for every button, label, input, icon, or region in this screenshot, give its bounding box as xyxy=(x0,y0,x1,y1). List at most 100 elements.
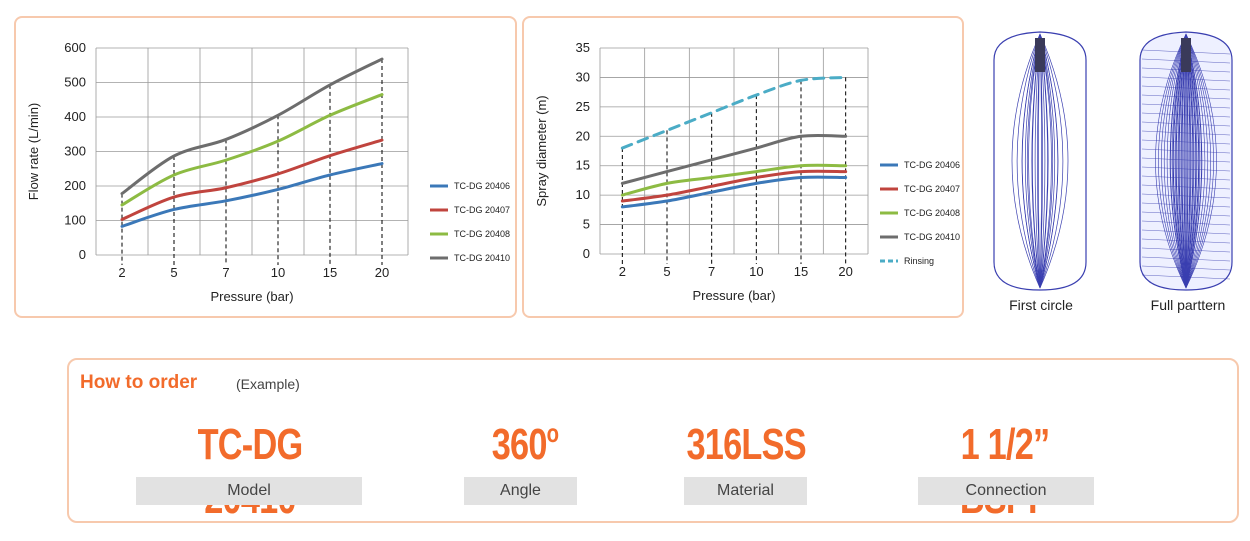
first-circle-pattern-image xyxy=(993,31,1087,291)
legend-label: TC-DG 20410 xyxy=(904,232,960,242)
spray-path xyxy=(1011,33,1041,289)
spray-path xyxy=(1141,166,1231,172)
spray-path xyxy=(1141,202,1231,208)
y-tick-label: 10 xyxy=(576,187,590,202)
series-line-tc-dg-20410 xyxy=(620,133,848,185)
series-line-tc-dg-20408 xyxy=(120,93,384,207)
spray-path xyxy=(1141,238,1231,244)
spray-path xyxy=(1141,265,1231,271)
y-axis-title: Spray diameter (m) xyxy=(534,95,549,206)
legend-label: TC-DG 20408 xyxy=(454,229,510,239)
spray-path xyxy=(1141,211,1231,217)
how-to-order-subtitle: (Example) xyxy=(236,376,300,392)
legend-label: TC-DG 20408 xyxy=(904,208,960,218)
legend-label: TC-DG 20406 xyxy=(454,181,510,191)
spray-path xyxy=(1141,229,1231,235)
angle-number: 360 xyxy=(491,420,548,469)
nozzle-icon xyxy=(1181,38,1191,72)
spray-path xyxy=(1141,76,1231,82)
x-tick-label: 10 xyxy=(749,264,763,279)
material-value: 316LSS xyxy=(686,420,807,469)
spray-path xyxy=(1171,33,1187,289)
legend-label: TC-DG 20407 xyxy=(454,205,510,215)
x-tick-label: 15 xyxy=(323,265,337,280)
tank-outline xyxy=(1139,31,1233,291)
flow-rate-chart-panel: 0 100 200 300 400 500 600 2 5 7 10 15 20 Pressure (ba… xyxy=(14,16,517,318)
how-to-order-title: How to order xyxy=(80,372,198,393)
series-line-rinsing xyxy=(620,75,848,150)
spray-path xyxy=(1039,33,1056,289)
spray-path xyxy=(1141,85,1231,91)
spray-path xyxy=(1172,33,1187,289)
legend-label: TC-DG 20407 xyxy=(904,184,960,194)
spray-path xyxy=(1185,33,1214,289)
spray-path xyxy=(1141,157,1231,163)
angle-degree-symbol: o xyxy=(546,418,559,448)
spray-path xyxy=(1161,33,1187,289)
spray-path xyxy=(1141,112,1231,118)
x-tick-label: 20 xyxy=(838,264,852,279)
spray-path xyxy=(1039,33,1069,289)
y-tick-label: 25 xyxy=(576,99,590,114)
spray-path xyxy=(1141,121,1231,127)
y-tick-label: 5 xyxy=(583,217,590,232)
y-tick-label: 35 xyxy=(576,40,590,55)
series-line-tc-dg-20406 xyxy=(620,175,848,209)
spray-path xyxy=(1039,33,1054,289)
y-tick-label: 500 xyxy=(64,75,86,90)
series-line-tc-dg-20408 xyxy=(620,163,848,197)
connection-value: 1 1/2” BSPP xyxy=(960,420,1051,523)
x-tick-label: 7 xyxy=(222,265,229,280)
y-tick-label: 600 xyxy=(64,40,86,55)
x-tick-label: 2 xyxy=(118,265,125,280)
x-tick-label: 15 xyxy=(794,264,808,279)
x-tick-label: 7 xyxy=(708,264,715,279)
x-tick-label: 10 xyxy=(271,265,285,280)
y-axis-title: Flow rate (L/min) xyxy=(26,103,41,201)
spray-path xyxy=(1039,33,1064,289)
series-line-tc-dg-20410 xyxy=(120,57,384,196)
spray-diameter-chart-panel: 0 5 10 15 20 25 30 35 2 5 7 10 15 20 Pressure (bar) Spr… xyxy=(522,16,964,318)
full-pattern-label: Full parttern xyxy=(1150,297,1226,313)
y-tick-label: 100 xyxy=(64,213,86,228)
material-caption: Material xyxy=(684,477,807,505)
spray-path xyxy=(1141,175,1231,181)
how-to-order-panel xyxy=(67,358,1239,523)
spray-path xyxy=(1185,33,1202,289)
spray-path xyxy=(1141,193,1231,199)
y-tick-label: 400 xyxy=(64,109,86,124)
x-axis-title: Pressure (bar) xyxy=(692,288,775,303)
spray-path xyxy=(1166,33,1187,289)
spray-path xyxy=(1039,33,1059,289)
spray-path xyxy=(1169,33,1187,289)
spray-path xyxy=(1039,33,1052,289)
x-tick-label: 5 xyxy=(170,265,177,280)
model-caption: Model xyxy=(136,477,362,505)
legend-label: TC-DG 20406 xyxy=(904,160,960,170)
spray-path xyxy=(1028,33,1041,289)
x-axis-title: Pressure (bar) xyxy=(210,289,293,304)
spray-path xyxy=(1185,33,1217,289)
y-tick-label: 300 xyxy=(64,144,86,159)
legend-label: TC-DG 20410 xyxy=(454,253,510,263)
y-tick-label: 30 xyxy=(576,69,590,84)
spray-path xyxy=(1021,33,1041,289)
spray-path xyxy=(1185,33,1201,289)
spray-path xyxy=(1163,33,1187,289)
full-pattern-image xyxy=(1139,31,1233,291)
series-line-tc-dg-20407 xyxy=(120,138,384,221)
x-tick-label: 5 xyxy=(663,264,670,279)
series-line-tc-dg-20406 xyxy=(120,162,384,228)
spray-path xyxy=(1155,33,1187,289)
spray-path xyxy=(1185,33,1199,289)
spray-path xyxy=(1016,33,1041,289)
angle-value: 360o xyxy=(482,418,568,472)
legend-label: Rinsing xyxy=(904,256,934,266)
tank-outline xyxy=(993,31,1087,291)
x-tick-label: 20 xyxy=(375,265,389,280)
spray-path xyxy=(1141,220,1231,226)
model-value: TC-DG 20410 xyxy=(197,420,304,523)
y-tick-label: 15 xyxy=(576,158,590,173)
connection-caption: Connection xyxy=(918,477,1094,505)
